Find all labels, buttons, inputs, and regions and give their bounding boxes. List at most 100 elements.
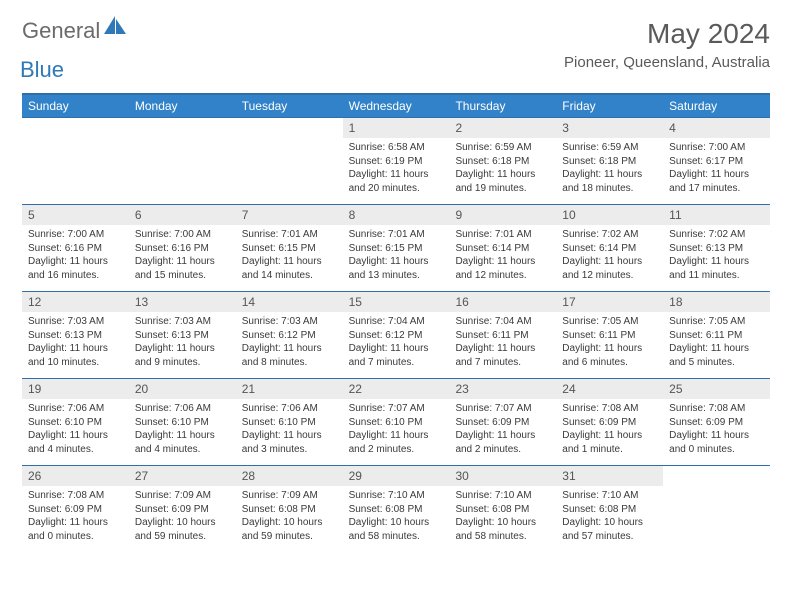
detail-line: and 4 minutes. xyxy=(135,443,230,457)
detail-line: Sunrise: 7:09 AM xyxy=(242,489,337,503)
calendar-cell: 24Sunrise: 7:08 AMSunset: 6:09 PMDayligh… xyxy=(556,379,663,465)
detail-line: and 11 minutes. xyxy=(669,269,764,283)
detail-line: Daylight: 11 hours xyxy=(349,342,444,356)
detail-line: Daylight: 11 hours xyxy=(455,429,550,443)
day-details: Sunrise: 7:05 AMSunset: 6:11 PMDaylight:… xyxy=(556,312,663,371)
detail-line: and 7 minutes. xyxy=(455,356,550,370)
detail-line: Sunrise: 7:01 AM xyxy=(455,228,550,242)
day-details: Sunrise: 6:59 AMSunset: 6:18 PMDaylight:… xyxy=(449,138,556,197)
detail-line: and 10 minutes. xyxy=(28,356,123,370)
day-details: Sunrise: 7:00 AMSunset: 6:16 PMDaylight:… xyxy=(22,225,129,284)
detail-line: Daylight: 10 hours xyxy=(562,516,657,530)
detail-line: Daylight: 11 hours xyxy=(562,429,657,443)
detail-line: Sunrise: 7:01 AM xyxy=(242,228,337,242)
weekday-header: Sunday xyxy=(22,95,129,117)
detail-line: Sunset: 6:08 PM xyxy=(242,503,337,517)
calendar-cell: 2Sunrise: 6:59 AMSunset: 6:18 PMDaylight… xyxy=(449,118,556,204)
day-details: Sunrise: 7:06 AMSunset: 6:10 PMDaylight:… xyxy=(129,399,236,458)
detail-line: and 59 minutes. xyxy=(242,530,337,544)
detail-line: Sunrise: 6:59 AM xyxy=(562,141,657,155)
weekday-header: Thursday xyxy=(449,95,556,117)
day-number: 19 xyxy=(22,379,129,399)
detail-line: Sunrise: 7:01 AM xyxy=(349,228,444,242)
day-details: Sunrise: 7:00 AMSunset: 6:16 PMDaylight:… xyxy=(129,225,236,284)
calendar-cell: 16Sunrise: 7:04 AMSunset: 6:11 PMDayligh… xyxy=(449,292,556,378)
detail-line: and 4 minutes. xyxy=(28,443,123,457)
calendar-cell: 14Sunrise: 7:03 AMSunset: 6:12 PMDayligh… xyxy=(236,292,343,378)
detail-line: Daylight: 11 hours xyxy=(242,342,337,356)
day-details: Sunrise: 7:06 AMSunset: 6:10 PMDaylight:… xyxy=(22,399,129,458)
detail-line: Sunset: 6:09 PM xyxy=(562,416,657,430)
day-number: 12 xyxy=(22,292,129,312)
detail-line: Sunrise: 6:58 AM xyxy=(349,141,444,155)
day-details: Sunrise: 7:07 AMSunset: 6:10 PMDaylight:… xyxy=(343,399,450,458)
detail-line: and 0 minutes. xyxy=(28,530,123,544)
day-number: 10 xyxy=(556,205,663,225)
detail-line: Daylight: 11 hours xyxy=(28,342,123,356)
day-number: 21 xyxy=(236,379,343,399)
calendar-cell: 28 Sunrise: 7:09 AMSunset: 6:08 PMDayligh… xyxy=(236,466,343,552)
detail-line: Sunset: 6:08 PM xyxy=(349,503,444,517)
day-details: Sunrise: 7:10 AMSunset: 6:08 PMDaylight:… xyxy=(449,486,556,545)
detail-line: Sunrise: 7:00 AM xyxy=(135,228,230,242)
detail-line: and 0 minutes. xyxy=(669,443,764,457)
day-number: 8 xyxy=(343,205,450,225)
detail-line: Daylight: 11 hours xyxy=(135,429,230,443)
detail-line: Sunrise: 7:05 AM xyxy=(669,315,764,329)
detail-line: and 12 minutes. xyxy=(562,269,657,283)
calendar-cell: 8Sunrise: 7:01 AMSunset: 6:15 PMDaylight… xyxy=(343,205,450,291)
detail-line: Daylight: 11 hours xyxy=(669,168,764,182)
calendar-cell: 19Sunrise: 7:06 AMSunset: 6:10 PMDayligh… xyxy=(22,379,129,465)
detail-line: Sunset: 6:12 PM xyxy=(242,329,337,343)
detail-line: Daylight: 11 hours xyxy=(669,342,764,356)
detail-line: Sunrise: 7:03 AM xyxy=(242,315,337,329)
calendar-cell: 27Sunrise: 7:09 AMSunset: 6:09 PMDayligh… xyxy=(129,466,236,552)
detail-line: and 13 minutes. xyxy=(349,269,444,283)
detail-line: Sunrise: 7:10 AM xyxy=(562,489,657,503)
detail-line: Sunset: 6:10 PM xyxy=(135,416,230,430)
day-details: Sunrise: 7:03 AMSunset: 6:13 PMDaylight:… xyxy=(22,312,129,371)
detail-line: Sunset: 6:13 PM xyxy=(28,329,123,343)
detail-line: Sunrise: 7:10 AM xyxy=(349,489,444,503)
detail-line: Sunrise: 7:06 AM xyxy=(28,402,123,416)
calendar-cell: 17Sunrise: 7:05 AMSunset: 6:11 PMDayligh… xyxy=(556,292,663,378)
detail-line: Daylight: 10 hours xyxy=(242,516,337,530)
day-number: 30 xyxy=(449,466,556,486)
detail-line: and 5 minutes. xyxy=(669,356,764,370)
calendar-week-row: 12Sunrise: 7:03 AMSunset: 6:13 PMDayligh… xyxy=(22,291,770,378)
detail-line: Daylight: 11 hours xyxy=(349,255,444,269)
calendar-cell: 29Sunrise: 7:10 AMSunset: 6:08 PMDayligh… xyxy=(343,466,450,552)
title-block: May 2024 Pioneer, Queensland, Australia xyxy=(564,18,770,71)
calendar-cell-empty xyxy=(129,118,236,204)
detail-line: Sunrise: 7:02 AM xyxy=(669,228,764,242)
day-number: 6 xyxy=(129,205,236,225)
detail-line: Sunset: 6:15 PM xyxy=(242,242,337,256)
day-number: 11 xyxy=(663,205,770,225)
calendar-cell: 4Sunrise: 7:00 AMSunset: 6:17 PMDaylight… xyxy=(663,118,770,204)
detail-line: Daylight: 10 hours xyxy=(349,516,444,530)
detail-line: Sunset: 6:18 PM xyxy=(562,155,657,169)
detail-line: Sunset: 6:18 PM xyxy=(455,155,550,169)
title-location: Pioneer, Queensland, Australia xyxy=(564,54,770,71)
day-details: Sunrise: 7:03 AMSunset: 6:13 PMDaylight:… xyxy=(129,312,236,371)
detail-line: Sunset: 6:10 PM xyxy=(242,416,337,430)
calendar-week-row: 1Sunrise: 6:58 AMSunset: 6:19 PMDaylight… xyxy=(22,117,770,204)
detail-line: Sunset: 6:13 PM xyxy=(135,329,230,343)
detail-line: and 16 minutes. xyxy=(28,269,123,283)
detail-line: Sunrise: 7:06 AM xyxy=(242,402,337,416)
calendar-week-row: 19Sunrise: 7:06 AMSunset: 6:10 PMDayligh… xyxy=(22,378,770,465)
calendar-cell: 5Sunrise: 7:00 AMSunset: 6:16 PMDaylight… xyxy=(22,205,129,291)
detail-line: Sunset: 6:14 PM xyxy=(562,242,657,256)
day-number: 15 xyxy=(343,292,450,312)
detail-line: Sunrise: 7:07 AM xyxy=(349,402,444,416)
day-number: 22 xyxy=(343,379,450,399)
day-number: 16 xyxy=(449,292,556,312)
day-number: 24 xyxy=(556,379,663,399)
calendar-cell: 11Sunrise: 7:02 AMSunset: 6:13 PMDayligh… xyxy=(663,205,770,291)
day-number: 9 xyxy=(449,205,556,225)
day-number: 4 xyxy=(663,118,770,138)
calendar-cell: 10Sunrise: 7:02 AMSunset: 6:14 PMDayligh… xyxy=(556,205,663,291)
day-details: Sunrise: 7:08 AMSunset: 6:09 PMDaylight:… xyxy=(556,399,663,458)
day-number: 28 xyxy=(236,466,343,486)
day-number: 13 xyxy=(129,292,236,312)
